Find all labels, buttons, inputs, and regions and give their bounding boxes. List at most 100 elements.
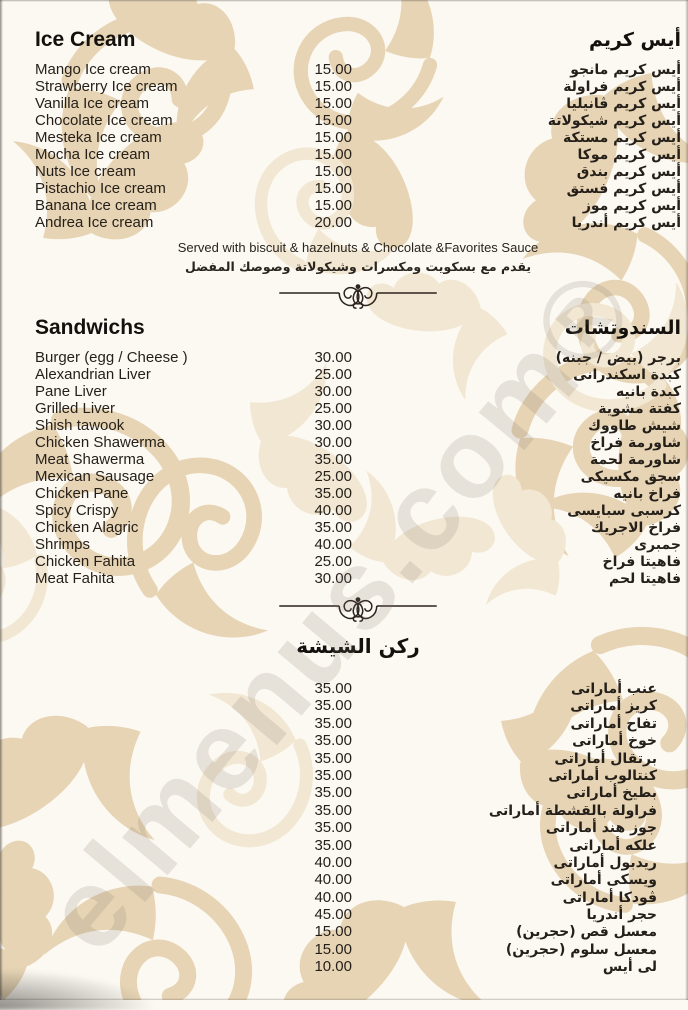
- item-price: 30.00: [314, 570, 352, 587]
- item-name-ar: خوخ أماراتى: [572, 733, 657, 750]
- ornament-divider: [35, 594, 681, 624]
- item-name-ar: شاورمة فراخ: [590, 435, 681, 451]
- scan-edge-right: [685, 0, 688, 1000]
- item-name-ar: أيس كريم موز: [582, 198, 681, 214]
- item-name-ar: معسل سلوم (حجرين): [505, 941, 657, 958]
- item-name-en: Chicken Shawerma: [35, 434, 166, 451]
- scan-edge-left: [0, 0, 3, 1000]
- item-price: 40.00: [314, 502, 352, 519]
- item-name-ar: كفتة مشوية: [598, 401, 681, 417]
- section-title-ar: السندوتشات: [564, 317, 681, 339]
- menu-row: Nuts Ice cream 15.00 أيس كريم بندق: [35, 163, 681, 180]
- item-name-ar: أيس كريم شيكولاتة: [547, 113, 681, 129]
- item-price: 35.00: [314, 836, 352, 854]
- item-name-ar: كرسبى سبايسى: [567, 503, 681, 519]
- item-price: 40.00: [314, 536, 352, 553]
- item-name-en: Shish tawook: [35, 417, 125, 434]
- menu-row: Vanilla Ice cream 15.00 أيس كريم ڤانيليا: [35, 95, 681, 112]
- menu-row: 40.00 ڤودكا أماراتى: [35, 889, 681, 906]
- item-name-ar: لى أيس: [602, 959, 657, 976]
- item-name-ar: سجق مكسيكى: [580, 469, 681, 485]
- item-name-ar: علكه أماراتى: [569, 837, 657, 854]
- menu-row: Banana Ice cream 15.00 أيس كريم موز: [35, 197, 681, 214]
- section-ice-cream-header: Ice Cream أيس كريم: [35, 28, 681, 55]
- menu-row: Pane Liver 30.00 كبدة بانيه: [35, 383, 681, 400]
- item-price: 25.00: [314, 400, 352, 417]
- item-name-ar: كبدة اسكندرانى: [573, 367, 681, 383]
- item-name-ar: أيس كريم أندريا: [571, 215, 681, 231]
- item-price: 35.00: [314, 519, 352, 536]
- menu-row: 15.00 معسل قص (حجرين): [35, 923, 681, 940]
- menu-row: Chicken Pane 35.00 فراخ بانيه: [35, 485, 681, 502]
- item-name-ar: جمبرى: [634, 537, 681, 553]
- menu-row: 40.00 ريدبول أماراتى: [35, 854, 681, 871]
- item-price: 10.00: [314, 958, 352, 976]
- menu-row: Meat Shawerma 35.00 شاورمة لحمة: [35, 451, 681, 468]
- item-price: 35.00: [314, 732, 352, 750]
- menu-row: Andrea Ice cream 20.00 أيس كريم أندريا: [35, 214, 681, 231]
- item-price: 45.00: [314, 906, 352, 924]
- item-name-ar: جوز هند أماراتى: [545, 820, 657, 837]
- item-name-ar: أيس كريم ڤانيليا: [566, 96, 681, 112]
- menu-row: 35.00 جوز هند أماراتى: [35, 819, 681, 836]
- section-title-en: Sandwichs: [35, 316, 145, 339]
- item-price: 15.00: [314, 923, 352, 941]
- item-price: 40.00: [314, 853, 352, 871]
- item-price: 15.00: [314, 180, 352, 197]
- item-name-en: Mocha Ice cream: [35, 146, 151, 163]
- item-name-ar: كبدة بانيه: [615, 384, 681, 400]
- item-price: 20.00: [314, 214, 352, 231]
- menu-row: 35.00 كريز أماراتى: [35, 697, 681, 714]
- menu-row: 35.00 برتقال أماراتى: [35, 750, 681, 767]
- item-price: 15.00: [314, 940, 352, 958]
- menu-row: Shish tawook 30.00 شيش طاووك: [35, 417, 681, 434]
- shisha-list: 35.00 عنب أماراتى 35.00 كريز أماراتى 35.00…: [35, 680, 681, 976]
- item-name-en: Vanilla Ice cream: [35, 95, 149, 112]
- item-name-en: Pistachio Ice cream: [35, 180, 166, 197]
- menu-row: 35.00 كنتالوب أماراتى: [35, 767, 681, 784]
- item-price: 35.00: [314, 766, 352, 784]
- item-price: 35.00: [314, 784, 352, 802]
- item-name-en: Mesteka Ice cream: [35, 129, 162, 146]
- item-name-ar: برجر (بيض / جبنه): [555, 350, 681, 366]
- item-name-ar: ريدبول أماراتى: [553, 854, 657, 871]
- item-name-ar: فاهيتا لحم: [608, 571, 681, 587]
- item-name-en: Spicy Crispy: [35, 502, 119, 519]
- section-title-shisha: ركن الشيشة: [296, 634, 420, 658]
- item-name-ar: فاهيتا فراخ: [602, 554, 681, 570]
- item-price: 35.00: [314, 680, 352, 697]
- item-name-en: Chicken Alagric: [35, 519, 139, 536]
- item-name-en: Shrimps: [35, 536, 91, 553]
- section-title-en: Ice Cream: [35, 28, 136, 51]
- item-name-ar: كريز أماراتى: [570, 698, 657, 715]
- menu-row: Meat Fahita 30.00 فاهيتا لحم: [35, 570, 681, 587]
- item-price: 30.00: [314, 383, 352, 400]
- item-price: 30.00: [314, 434, 352, 451]
- item-price: 25.00: [314, 468, 352, 485]
- item-name-ar: أيس كريم بندق: [576, 164, 681, 180]
- menu-row: 35.00 خوخ أماراتى: [35, 732, 681, 749]
- item-name-ar: أيس كريم موكا: [577, 147, 681, 163]
- item-name-ar: شيش طاووك: [588, 418, 681, 434]
- item-name-ar: كنتالوب أماراتى: [548, 767, 657, 784]
- item-name-ar: برتقال أماراتى: [554, 750, 657, 767]
- item-name-en: Andrea Ice cream: [35, 214, 154, 231]
- item-name-ar: ڤودكا أماراتى: [562, 889, 657, 906]
- item-price: 35.00: [314, 485, 352, 502]
- item-price: 15.00: [314, 112, 352, 129]
- item-name-ar: شاورمة لحمة: [589, 452, 681, 468]
- menu-row: 35.00 عنب أماراتى: [35, 680, 681, 697]
- scan-edge-bottom: [0, 998, 688, 1000]
- menu-row: 35.00 تفاح أماراتى: [35, 715, 681, 732]
- item-price: 15.00: [314, 146, 352, 163]
- item-name-ar: بطيخ أماراتى: [566, 785, 657, 802]
- menu-row: Alexandrian Liver 25.00 كبدة اسكندرانى: [35, 366, 681, 383]
- item-name-ar: عنب أماراتى: [571, 681, 657, 697]
- menu-row: Mexican Sausage 25.00 سجق مكسيكى: [35, 468, 681, 485]
- menu-row: 35.00 علكه أماراتى: [35, 837, 681, 854]
- item-name-en: Mango Ice cream: [35, 61, 151, 78]
- swirl-ornament-icon: [279, 284, 437, 309]
- item-name-en: Banana Ice cream: [35, 197, 157, 214]
- item-name-en: Chocolate Ice cream: [35, 112, 173, 129]
